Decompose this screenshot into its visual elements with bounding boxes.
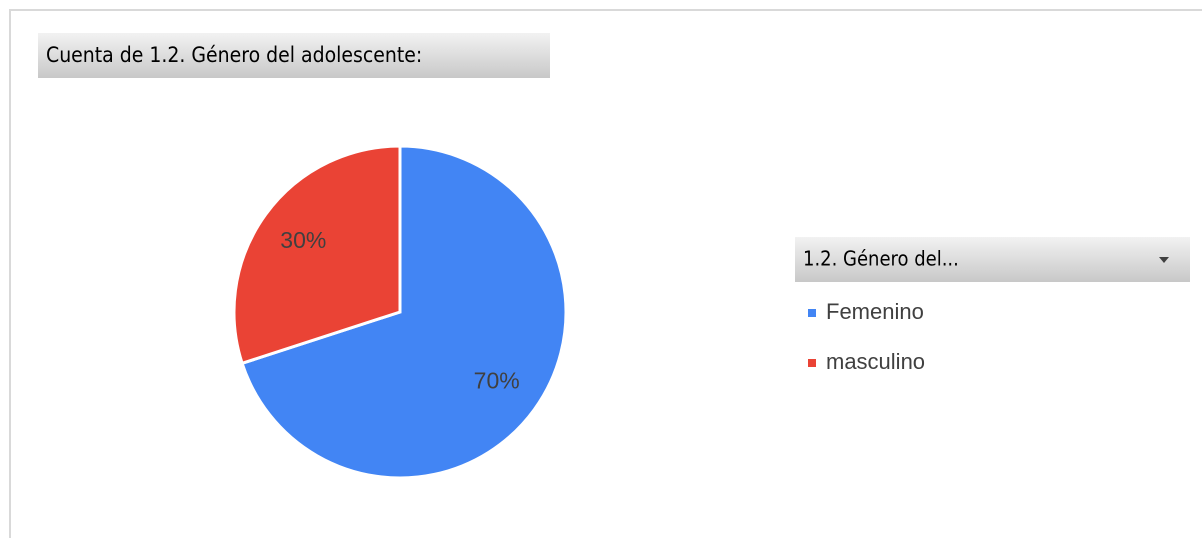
data-label: 70% <box>474 367 520 393</box>
title-box <box>38 33 550 78</box>
legend-header[interactable] <box>795 237 1190 282</box>
legend-swatch <box>808 309 816 317</box>
chart-border <box>9 9 1202 538</box>
legend-swatch <box>808 359 816 367</box>
dropdown-arrow[interactable] <box>1159 257 1169 263</box>
data-label: 30% <box>280 227 326 253</box>
pie-slice <box>232 144 402 366</box>
legend-title: 1.2. Género del... <box>803 247 959 271</box>
legend-label: masculino <box>826 349 925 374</box>
pie-slice <box>240 144 568 480</box>
chart-title: Cuenta de 1.2. Género del adolescente: <box>46 43 422 67</box>
legend-label: Femenino <box>826 299 924 324</box>
